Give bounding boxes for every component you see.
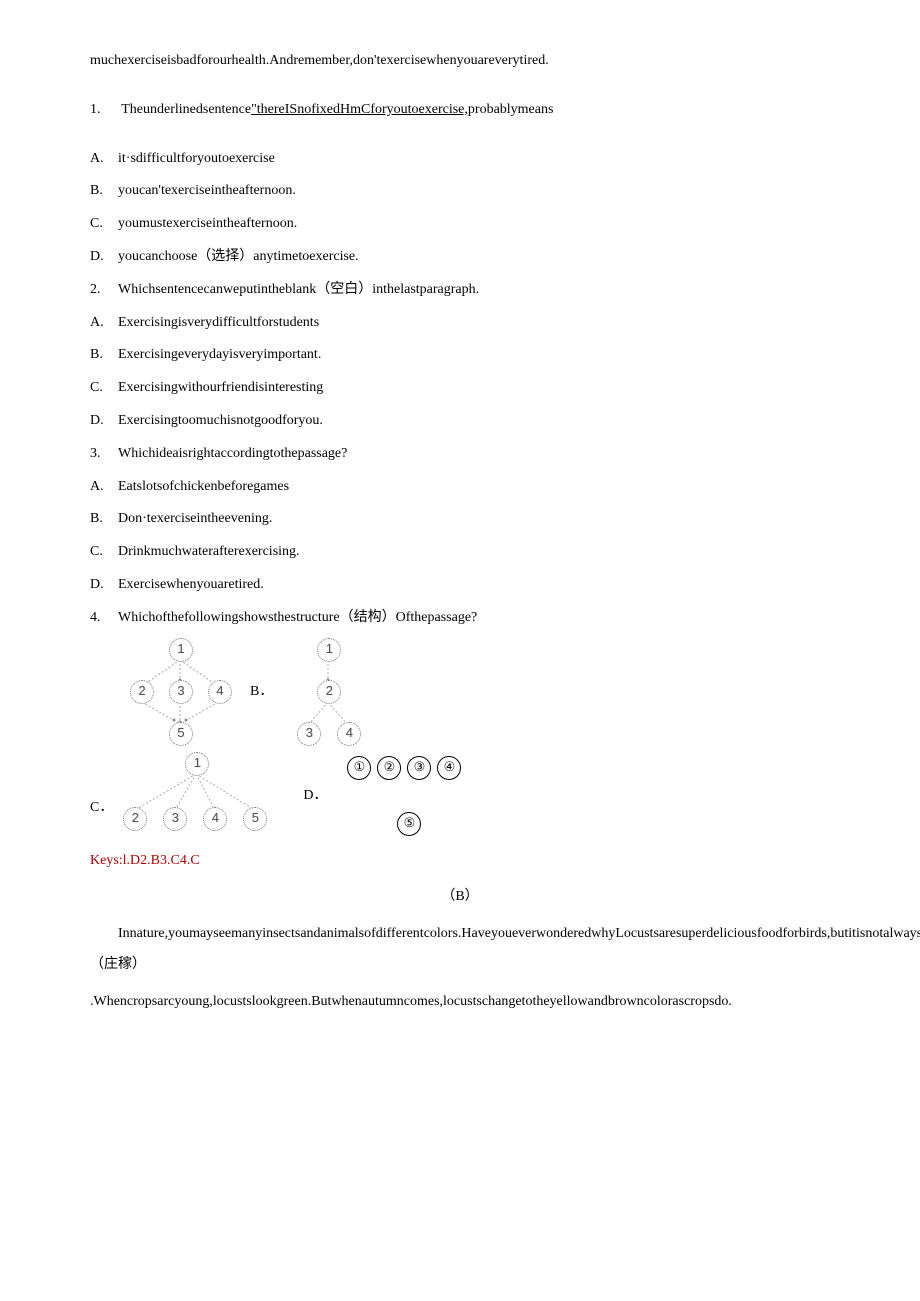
q3-opt-d: D.Exercisewhenyouaretired. [90,570,830,601]
q3-text: Whichideaisrightaccordingtothepassage? [118,446,347,461]
diagram-c: 1 2 3 4 5 [123,752,273,842]
diagram-c-node-3: 3 [163,807,187,831]
q3-opt-a: A.Eatslotsofchickenbeforegames [90,472,830,503]
opt-text: Exercisewhenyouaretired. [118,577,264,592]
q2-number: 2. [90,275,118,306]
opt-letter: D. [90,242,118,273]
opt-letter: D. [90,406,118,437]
diagram-b-label: B． [250,677,273,708]
diagram-d-node-3: ③ [407,756,431,780]
q3-opt-c: C.Drinkmuchwaterafterexercising. [90,537,830,568]
opt-letter: B. [90,176,118,207]
q1-opt-c: C.youmustexerciseintheafternoon. [90,209,830,240]
diagram-c-label: C． [90,793,113,842]
q4-number: 4. [90,603,118,634]
diagram-c-node-2: 2 [123,807,147,831]
diagram-c-node-1: 1 [185,752,209,776]
opt-letter: A. [90,472,118,503]
opt-text: Exercisingtoomuchisnotgoodforyou. [118,413,323,428]
opt-letter: A. [90,144,118,175]
opt-letter: A. [90,308,118,339]
opt-letter: C. [90,209,118,240]
answer-keys: Keys:l.D2.B3.C4.C [90,846,830,877]
opt-letter: C. [90,373,118,404]
q3-number: 3. [90,439,118,470]
opt-text: youmustexerciseintheafternoon. [118,216,297,231]
diagram-d: ① ② ③ ④ ⑤ [347,752,477,842]
q1-opt-d: D.youcanchoose（选择）anytimetoexercise. [90,242,830,273]
intro-paragraph: muchexerciseisbadforourhealth.Andremembe… [90,46,830,77]
diagram-a-node-4: 4 [208,680,232,704]
diagram-b: 1 2 3 4 [283,638,373,748]
passage-b-p2: .Whencropsarcyoung,locustslookgreen.Butw… [90,987,830,1018]
opt-text: Exercisingisverydifficultforstudents [118,315,319,330]
q4-text: Whichofthefollowingshowsthestructure（结构）… [118,610,477,625]
diagram-d-node-4: ④ [437,756,461,780]
opt-text: Don·texerciseintheevening. [118,511,272,526]
q2-opt-a: A.Exercisingisverydifficultforstudents [90,308,830,339]
diagram-d-node-2: ② [377,756,401,780]
q1-underlined: "thereISnofixedHmCforyoutoexercise, [251,102,468,117]
opt-letter: C. [90,537,118,568]
q2-opt-d: D.Exercisingtoomuchisnotgoodforyou. [90,406,830,437]
opt-text: Eatslotsofchickenbeforegames [118,479,289,494]
opt-letter: B. [90,340,118,371]
diagram-d-node-5: ⑤ [397,812,421,836]
diagram-b-node-4: 4 [337,722,361,746]
q1-number: 1. [90,95,118,126]
opt-text: Exercisingwithourfriendisinteresting [118,380,323,395]
q4-stem: 4.Whichofthefollowingshowsthestructure（结… [90,603,830,634]
diagram-a-node-1: 1 [169,638,193,662]
diagram-a-node-3: 3 [169,680,193,704]
diagram-c-node-4: 4 [203,807,227,831]
q1-opt-a: A.it·sdifficultforyoutoexercise [90,144,830,175]
q3-opt-b: B.Don·texerciseintheevening. [90,504,830,535]
q1-text-a: Theunderlinedsentence [121,102,251,117]
passage-b-p1: Innature,youmayseemanyinsectsandanimalso… [90,919,830,981]
diagram-a: 1 2 3 4 5 [120,638,240,748]
diagram-a-node-2: 2 [130,680,154,704]
q1-opt-b: B.youcan'texerciseintheafternoon. [90,176,830,207]
opt-letter: B. [90,504,118,535]
diagram-b-node-2: 2 [317,680,341,704]
opt-text: Exercisingeverydayisveryimportant. [118,347,321,362]
diagram-d-node-1: ① [347,756,371,780]
opt-text: Drinkmuchwaterafterexercising. [118,544,300,559]
section-b-label: （B） [90,882,830,913]
q2-stem: 2.Whichsentencecanweputintheblank（空白）int… [90,275,830,306]
opt-letter: D. [90,570,118,601]
opt-text: youcan'texerciseintheafternoon. [118,183,296,198]
diagram-b-node-1: 1 [317,638,341,662]
diagram-row-2: C． 1 2 3 4 5 D． ① ② ③ ④ ⑤ [90,752,830,842]
q3-stem: 3.Whichideaisrightaccordingtothepassage? [90,439,830,470]
q2-opt-c: C.Exercisingwithourfriendisinteresting [90,373,830,404]
opt-text: youcanchoose（选择）anytimetoexercise. [118,249,359,264]
q2-opt-b: B.Exercisingeverydayisveryimportant. [90,340,830,371]
diagram-a-node-5: 5 [169,722,193,746]
q1-stem: 1. Theunderlinedsentence"thereISnofixedH… [90,95,830,126]
q2-text: Whichsentencecanweputintheblank（空白）inthe… [118,282,479,297]
q1-text-b: probablymeans [468,102,554,117]
opt-text: it·sdifficultforyoutoexercise [118,151,275,166]
diagram-c-node-5: 5 [243,807,267,831]
diagram-b-node-3: 3 [297,722,321,746]
diagram-row-1: 1 2 3 4 5 B． 1 2 3 4 [120,638,830,748]
diagram-d-label: D． [303,781,327,812]
diagram-d-row1: ① ② ③ ④ [347,756,461,780]
